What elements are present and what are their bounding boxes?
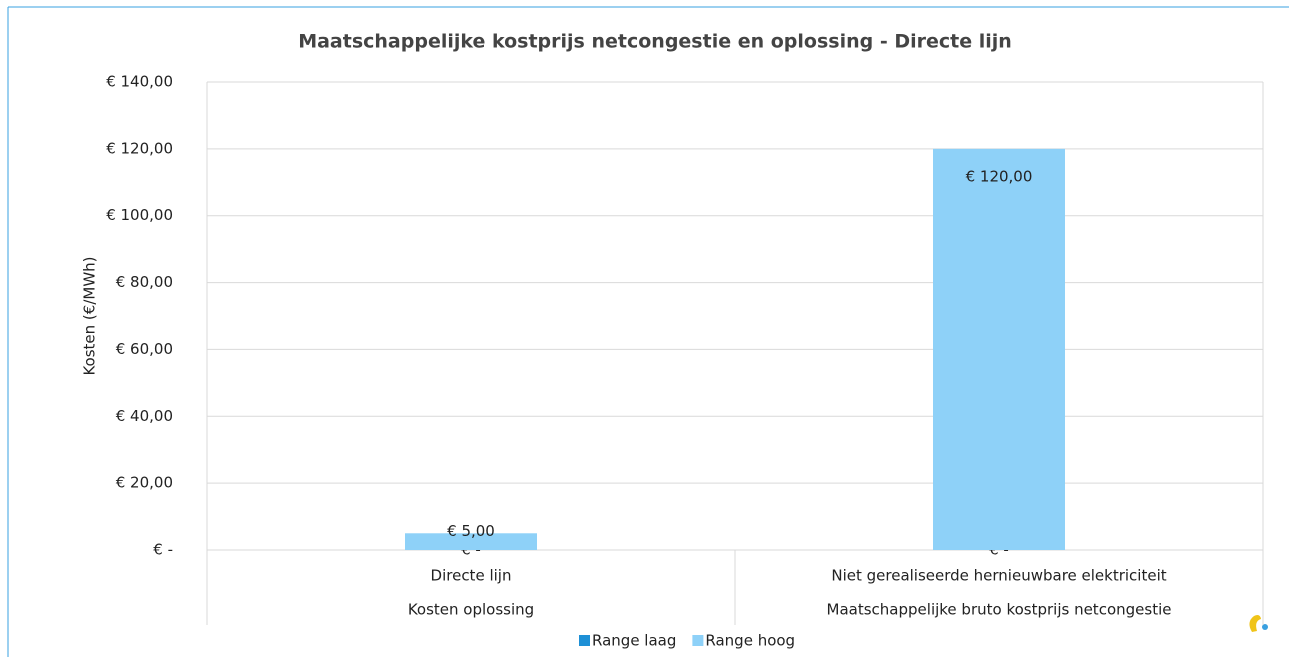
x-tick-label: Niet gerealiseerde hernieuwbare elektric… xyxy=(831,567,1166,585)
bar xyxy=(933,148,1065,550)
legend-label: Range hoog xyxy=(705,632,795,650)
y-axis-label: Kosten (€/MWh) xyxy=(81,256,99,375)
y-tick-label: € 120,00 xyxy=(106,139,173,157)
chart-title: Maatschappelijke kostprijs netcongestie … xyxy=(298,31,1012,53)
bar xyxy=(405,533,537,550)
y-tick-label: € - xyxy=(153,541,173,559)
logo xyxy=(1249,615,1268,632)
legend-swatch xyxy=(692,635,704,646)
y-tick-label: € 140,00 xyxy=(106,73,173,91)
data-label: € 120,00 xyxy=(966,167,1033,185)
x-group-label: Kosten oplossing xyxy=(408,601,534,619)
y-tick-label: € 60,00 xyxy=(116,340,173,358)
y-tick-label: € 80,00 xyxy=(116,273,173,291)
y-tick-label: € 40,00 xyxy=(116,407,173,425)
data-label: € 5,00 xyxy=(447,522,495,540)
legend-swatch xyxy=(579,635,590,646)
x-group-label: Maatschappelijke bruto kostprijs netcong… xyxy=(827,601,1172,619)
y-tick-label: € 100,00 xyxy=(106,206,173,224)
y-tick-label: € 20,00 xyxy=(116,474,173,492)
legend-label: Range laag xyxy=(592,632,676,650)
x-tick-label: Directe lijn xyxy=(431,567,512,585)
